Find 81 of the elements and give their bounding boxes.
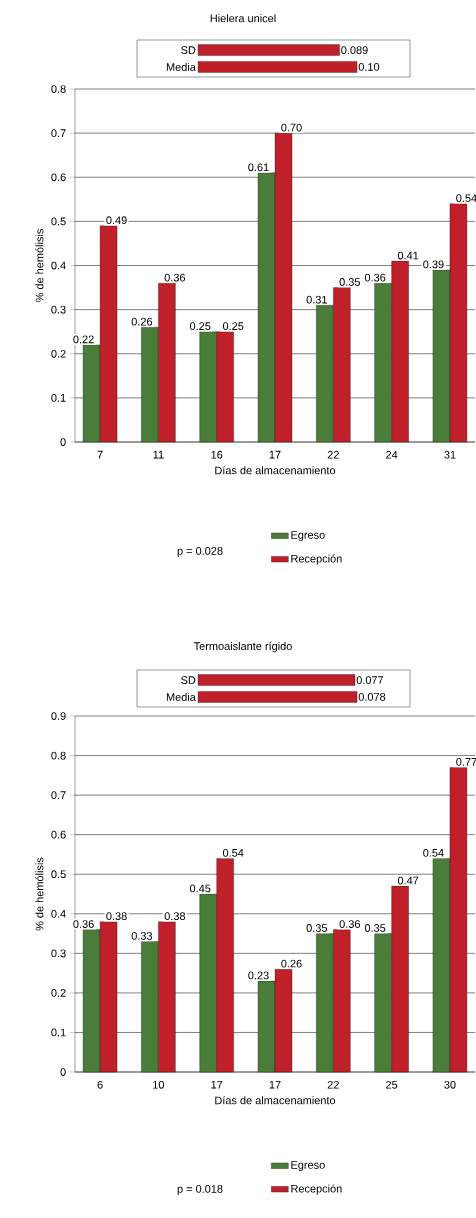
y-tick-label: 0 [60, 1068, 66, 1076]
y-tick-label: 0.3 [51, 949, 66, 958]
data-label: 0.54 [456, 194, 476, 203]
y-tick-label: 0 [60, 438, 66, 446]
y-axis-title: % de hemólisis [35, 229, 44, 302]
y-tick-label: SD [181, 46, 196, 54]
y-tick-label: 0.4 [51, 261, 66, 270]
y-tick-label: 0.4 [51, 909, 66, 918]
y-tick-label: Media [166, 692, 196, 701]
data-label: 0.61 [248, 163, 269, 172]
data-label: 0.35 [364, 924, 386, 932]
x-tick-label: 22 [327, 1080, 339, 1089]
chart-title: Termoaislante rígido [193, 641, 292, 653]
x-tick-label: 25 [386, 1080, 398, 1089]
x-tick-label: 17 [211, 1080, 223, 1089]
y-tick-label: 0.1 [51, 1028, 66, 1037]
y-tick-label: 0.8 [51, 751, 66, 760]
x-tick-label: 31 [444, 450, 456, 459]
y-tick-label: 0.9 [51, 712, 66, 720]
data-label: 0.35 [339, 278, 361, 286]
data-label: 0.089 [341, 46, 368, 54]
x-tick-label: 16 [211, 450, 223, 459]
x-tick-label: 17 [269, 450, 281, 459]
text: p = 0.028 [177, 547, 223, 557]
y-tick-label: 0.7 [51, 791, 66, 800]
x-tick-label: 22 [327, 450, 339, 459]
data-label: 0.38 [164, 912, 186, 921]
y-tick-label: 0.2 [51, 989, 66, 997]
data-label: 0.23 [248, 971, 269, 980]
data-label: 0.70 [281, 123, 302, 132]
data-label: 0.25 [222, 322, 244, 330]
x-tick-label: 17 [269, 1080, 281, 1089]
y-tick-label: SD [181, 676, 196, 684]
x-axis-title: Días de almacenamiento [215, 1096, 336, 1105]
y-tick-label: Media [166, 62, 196, 71]
y-tick-label: 0.6 [51, 173, 66, 182]
legend-label: Egreso [291, 531, 325, 541]
data-label: 0.26 [281, 959, 302, 968]
data-label: 0.10 [358, 63, 380, 71]
legend-label: Egreso [291, 1161, 325, 1172]
x-tick-label: 7 [97, 450, 103, 459]
data-label: 0.36 [339, 920, 360, 928]
data-label: 0.26 [131, 317, 153, 326]
data-label: 0.54 [423, 848, 444, 857]
y-axis-title: % de hemólisis [35, 857, 44, 931]
y-tick-label: 0.5 [51, 217, 66, 226]
y-tick-label: 0.7 [51, 129, 66, 138]
x-tick-label: 10 [153, 1080, 165, 1089]
data-label: 0.31 [306, 295, 327, 304]
data-label: 0.36 [364, 273, 386, 282]
data-label: 0.41 [397, 251, 419, 260]
text: p = 0.018 [177, 1185, 223, 1195]
x-tick-label: 11 [153, 450, 164, 459]
x-tick-label: 24 [386, 450, 398, 459]
data-label: 0.39 [423, 260, 444, 269]
y-tick-label: 0.5 [51, 870, 66, 879]
x-tick-label: 6 [97, 1080, 103, 1089]
y-tick-label: 0.8 [51, 85, 66, 93]
data-label: 0.078 [358, 693, 386, 701]
chart-title: Hielera unicel [210, 14, 276, 23]
x-tick-label: 30 [444, 1080, 456, 1089]
data-label: 0.54 [222, 848, 244, 857]
data-label: 0.35 [306, 924, 328, 932]
data-label: 0.33 [131, 932, 153, 940]
y-tick-label: 0.2 [51, 349, 66, 358]
data-label: 0.49 [106, 216, 127, 225]
legend-label: Recepción [291, 1184, 342, 1195]
data-label: 0.45 [189, 884, 211, 893]
legend-label: Recepción [291, 554, 342, 565]
data-label: 0.38 [106, 912, 127, 921]
data-label: 0.25 [189, 322, 211, 330]
y-tick-label: 0.3 [51, 305, 66, 314]
y-tick-label: 0.1 [51, 394, 66, 402]
data-label: 0.36 [164, 273, 186, 282]
data-label: 0.22 [73, 335, 94, 344]
data-label: 0.36 [73, 920, 94, 928]
data-label: 0.077 [356, 676, 384, 684]
y-tick-label: 0.6 [51, 830, 66, 839]
data-label: 0.77 [456, 757, 476, 766]
data-label: 0.47 [397, 876, 419, 885]
x-axis-title: Días de almacenamiento [215, 466, 336, 475]
